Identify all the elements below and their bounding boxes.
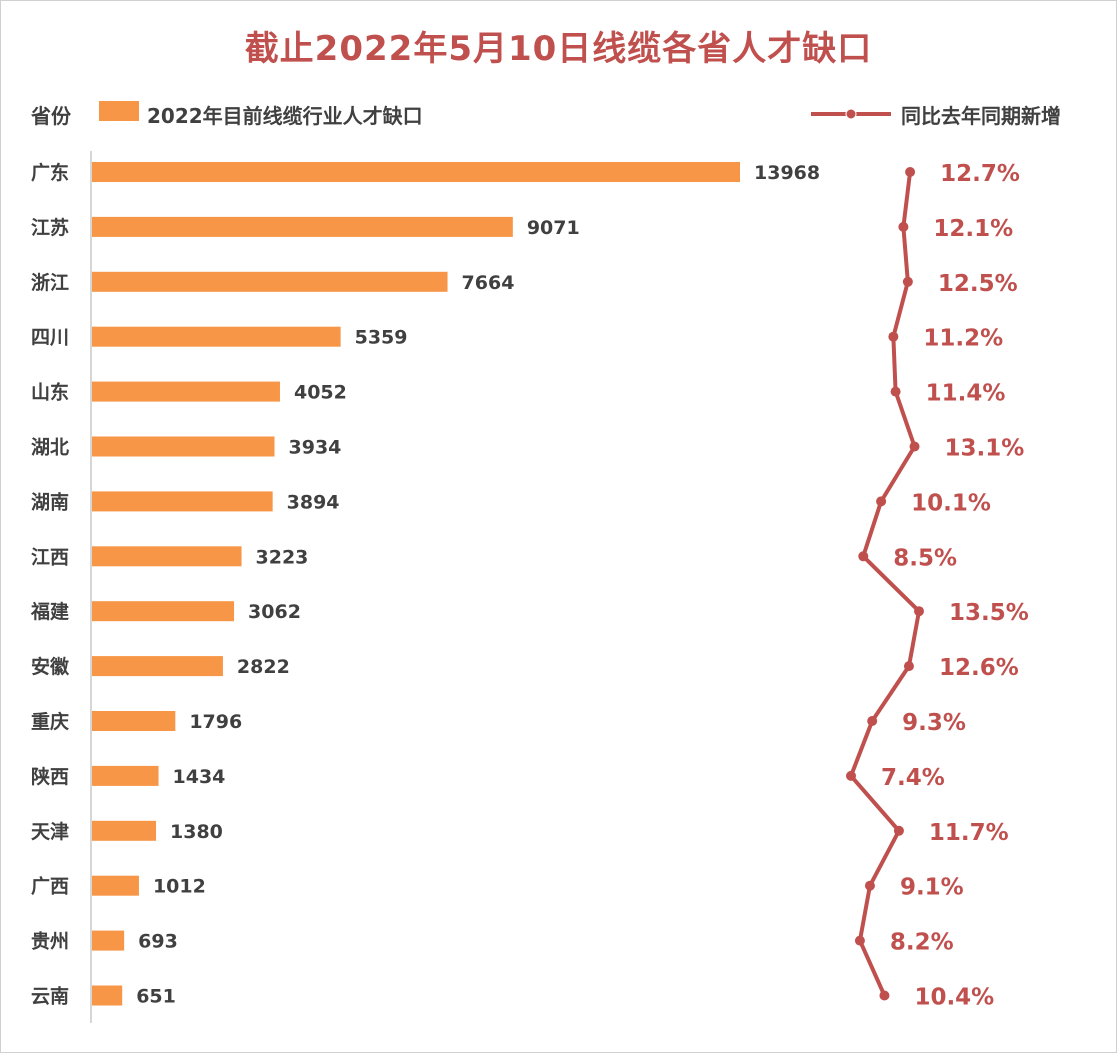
growth-point: [858, 551, 869, 562]
category-label: 湖北: [31, 437, 69, 459]
bar-value-label: 3934: [289, 437, 342, 459]
growth-point: [909, 441, 920, 452]
bar-value-label: 4052: [294, 382, 347, 404]
growth-value-label: 8.5%: [893, 545, 957, 571]
bar: [92, 875, 139, 896]
bar-value-label: 693: [138, 931, 178, 953]
legend-line-swatch: [811, 108, 891, 120]
growth-value-label: 10.1%: [911, 490, 991, 516]
bar: [92, 711, 176, 731]
province-header: 省份: [31, 104, 71, 128]
bar-value-label: 1380: [170, 821, 223, 843]
growth-point: [867, 716, 878, 726]
growth-point: [888, 331, 899, 342]
growth-value-label: 12.6%: [939, 655, 1019, 681]
growth-value-label: 11.2%: [923, 326, 1003, 352]
growth-value-label: 11.4%: [926, 381, 1006, 407]
growth-point: [893, 825, 904, 836]
bar-value-label: 5359: [355, 327, 408, 349]
category-label: 天津: [31, 820, 69, 843]
bar-value-label: 1012: [153, 876, 206, 898]
bar: [92, 326, 341, 347]
category-label: 云南: [31, 986, 69, 1008]
bar-value-label: 3062: [248, 601, 301, 623]
category-label: 贵州: [31, 931, 69, 953]
bar: [92, 216, 513, 237]
growth-point: [898, 221, 909, 232]
growth-value-label: 13.1%: [945, 436, 1025, 462]
growth-value-label: 12.1%: [933, 216, 1013, 242]
bar-value-label: 7664: [462, 272, 515, 294]
category-label: 山东: [31, 381, 69, 404]
bar: [92, 656, 223, 677]
category-label: 江西: [31, 546, 69, 568]
legend-bar-label: 2022年目前线缆行业人才缺口: [147, 104, 423, 128]
growth-point: [905, 167, 916, 177]
growth-point: [876, 496, 887, 507]
bar-value-label: 3894: [287, 491, 340, 513]
bar: [92, 601, 235, 622]
category-label: 四川: [31, 327, 69, 349]
bar-value-label: 1434: [173, 766, 226, 788]
bar: [92, 930, 125, 951]
category-label: 安徽: [31, 655, 70, 678]
growth-value-label: 7.4%: [881, 765, 945, 791]
growth-value-label: 8.2%: [890, 930, 954, 956]
growth-point: [854, 935, 865, 946]
growth-point: [879, 990, 890, 1001]
growth-value-label: 12.5%: [938, 271, 1018, 297]
growth-point: [903, 661, 914, 672]
bar: [92, 162, 740, 182]
bar: [92, 765, 159, 786]
bar: [92, 985, 123, 1006]
legend-line-label: 同比去年同期新增: [901, 104, 1061, 128]
growth-point: [914, 606, 924, 617]
bar: [92, 271, 448, 292]
category-label: 湖南: [31, 491, 69, 513]
bar-value-label: 9071: [527, 217, 580, 239]
category-label: 福建: [30, 600, 69, 623]
chart-title: 截止2022年5月10日线缆各省人才缺口: [244, 29, 873, 69]
category-label: 广东: [31, 161, 69, 184]
growth-value-label: 9.3%: [902, 710, 966, 736]
growth-value-label: 11.7%: [929, 820, 1009, 846]
bar: [92, 436, 275, 457]
category-label: 重庆: [31, 710, 69, 733]
bar-value-label: 2822: [237, 656, 290, 678]
growth-value-label: 9.1%: [900, 875, 964, 901]
growth-line: [849, 171, 921, 997]
category-label: 广西: [31, 875, 69, 898]
category-label: 浙江: [31, 271, 69, 294]
growth-value-label: 12.7%: [940, 161, 1020, 187]
legend-bar-swatch: [99, 101, 139, 121]
growth-point: [902, 276, 913, 287]
growth-point: [890, 386, 901, 397]
growth-point: [864, 880, 875, 891]
growth-value-label: 13.5%: [949, 600, 1029, 626]
bar: [92, 491, 273, 512]
growth-value-label: 10.4%: [914, 985, 994, 1011]
bar: [92, 381, 280, 402]
bar: [92, 820, 157, 841]
bar-value-label: 13968: [754, 162, 820, 184]
bar-value-label: 1796: [189, 711, 242, 733]
growth-point: [846, 770, 856, 781]
category-label: 陕西: [31, 765, 69, 788]
category-label: 江苏: [31, 216, 69, 239]
bar: [92, 546, 242, 567]
bar-value-label: 651: [136, 986, 176, 1008]
bar-value-label: 3223: [256, 546, 309, 568]
